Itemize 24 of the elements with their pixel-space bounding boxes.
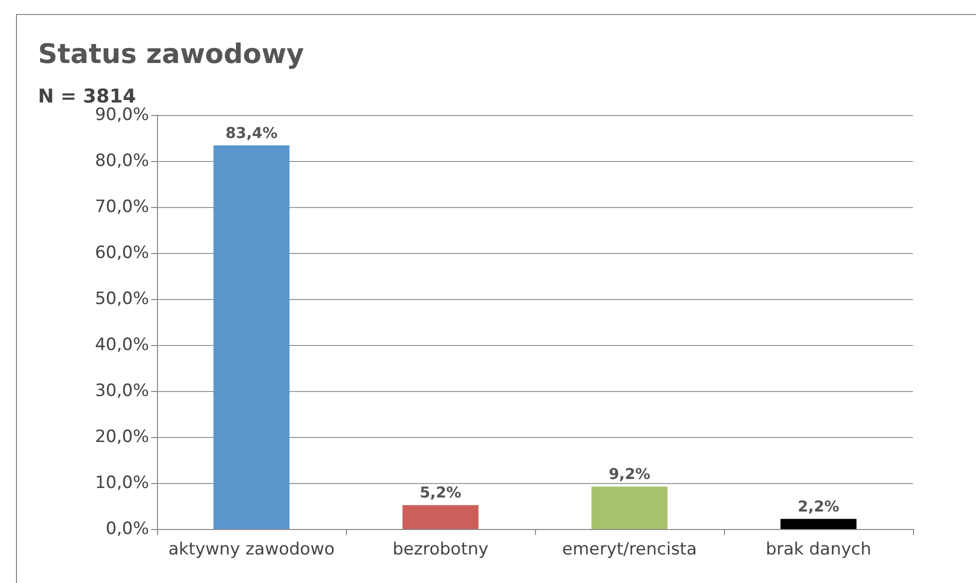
data-label: 2,2% [798,497,840,516]
bar [592,486,668,529]
x-tick-label: aktywny zawodowo [168,540,335,560]
x-tick-label: emeryt/rencista [562,540,697,560]
data-label: 5,2% [420,484,462,502]
data-label: 9,2% [608,465,650,484]
y-tick-label: 10,0% [94,473,149,493]
bar [402,505,478,529]
x-tick-label: brak danych [766,540,872,560]
y-tick-label: 0,0% [106,519,149,539]
y-tick-label: 60,0% [94,243,149,263]
y-tick-label: 20,0% [94,427,149,447]
y-tick-label: 40,0% [94,335,149,355]
chart-title: Status zawodowy [38,39,304,70]
y-tick-label: 90,0% [94,105,149,125]
chart-subtitle: N = 3814 [38,86,136,108]
bar [780,518,856,529]
y-tick-label: 30,0% [94,381,149,401]
y-tick-label: 70,0% [94,197,149,217]
y-tick-label: 80,0% [94,151,149,171]
y-tick-label: 50,0% [94,289,149,309]
x-tick-label: bezrobotny [392,540,488,560]
data-label: 83,4% [225,124,278,142]
bar [214,145,290,529]
